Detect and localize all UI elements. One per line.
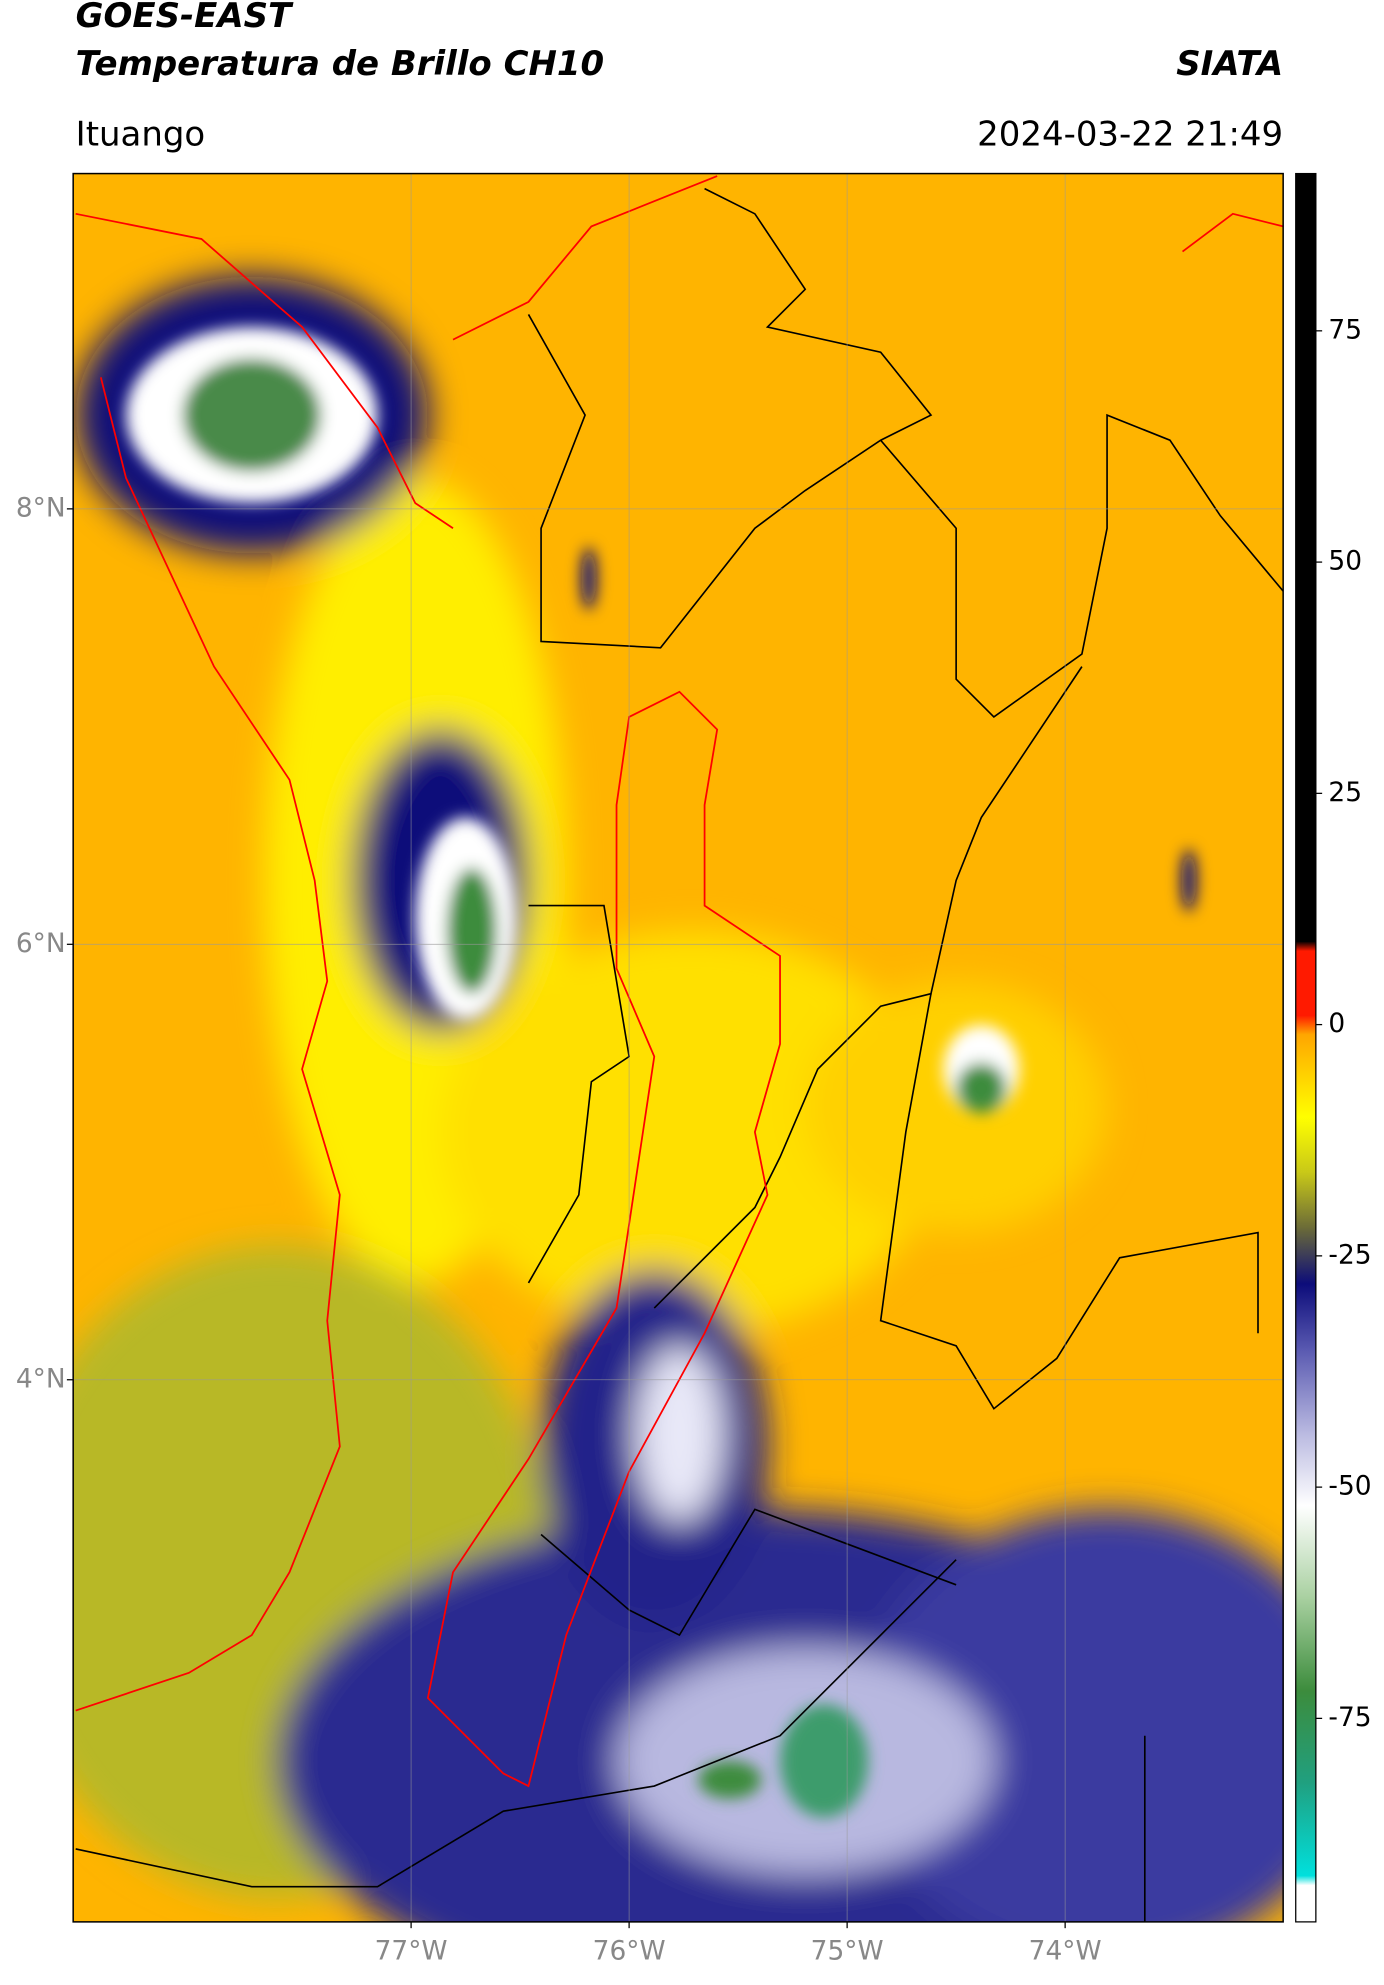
colorbar-frame (1295, 172, 1317, 1923)
colorbar-segment (1295, 1783, 1316, 1877)
map-frame (72, 172, 1284, 1923)
colorbar-segment (1295, 1348, 1316, 1433)
colorbar-tick-label: -50 (1328, 1471, 1371, 1502)
colorbar-segment (1295, 1015, 1316, 1035)
colorbar-segment (1295, 1283, 1316, 1349)
x-tick-label: 76°W (593, 1936, 666, 1967)
colorbar-segment (1295, 1117, 1316, 1174)
satellite-image (73, 173, 1284, 1922)
colorbar-segment (1295, 1228, 1316, 1285)
colorbar-tick-label: 25 (1328, 777, 1362, 808)
colorbar-tick-label: 0 (1328, 1008, 1345, 1039)
x-tick-label: 74°W (1029, 1936, 1102, 1967)
region: Ituango (76, 114, 206, 154)
y-tick-label: 4°N (16, 1363, 66, 1394)
colorbar-segment (1295, 1875, 1316, 1886)
title: GOES-EAST (76, 0, 294, 36)
x-tick-label: 77°W (375, 1936, 448, 1967)
x-tick-label: 75°W (811, 1936, 884, 1967)
source: SIATA (1176, 44, 1283, 84)
y-tick-label: 8°N (16, 492, 66, 523)
colorbar-segment (1295, 1172, 1316, 1229)
colorbar-segment (1295, 1598, 1316, 1692)
colorbar-segment (1295, 1884, 1316, 1923)
y-tick-label: 6°N (16, 928, 66, 959)
colorbar-segment (1295, 1505, 1316, 1599)
colorbar-tick-label: 50 (1328, 546, 1362, 577)
colorbar-segment (1295, 1431, 1316, 1507)
timestamp: 2024-03-22 21:49 (977, 114, 1283, 154)
colorbar-segment (1295, 173, 1316, 942)
colorbar-segment (1295, 950, 1316, 1016)
colorbar-tick-label: 75 (1328, 314, 1362, 345)
colorbar-tick-label: -75 (1328, 1702, 1371, 1733)
colorbar-segment (1295, 941, 1316, 952)
colorbar-tick-label: -25 (1328, 1239, 1371, 1270)
subtitle: Temperatura de Brillo CH10 (76, 44, 604, 84)
colorbar-segment (1295, 1033, 1316, 1118)
colorbar-segment (1295, 1690, 1316, 1784)
